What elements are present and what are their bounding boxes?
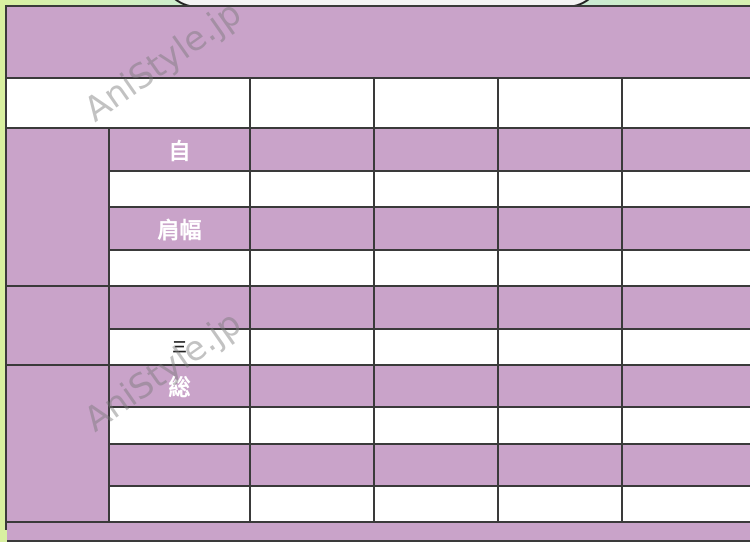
table-cell (375, 172, 499, 208)
table-cell (375, 129, 499, 172)
table-cell (623, 366, 750, 408)
corner-cell (7, 79, 251, 129)
table-cell (375, 366, 499, 408)
table-cell (499, 366, 623, 408)
table-cell (623, 487, 750, 523)
table-cell (375, 487, 499, 523)
table-cell (251, 129, 375, 172)
table-cell (251, 251, 375, 287)
group-cell (7, 366, 110, 523)
table-cell (251, 208, 375, 251)
column-header-cell (251, 79, 375, 129)
table-footer (7, 523, 750, 542)
row-label-cell (110, 487, 251, 523)
table-cell (251, 487, 375, 523)
column-header-cell (623, 79, 750, 129)
row-label-cell (110, 287, 251, 330)
table-cell (251, 366, 375, 408)
table-cell (623, 251, 750, 287)
table-cell (375, 445, 499, 487)
row-label-cell (110, 445, 251, 487)
row-label-cell (110, 251, 251, 287)
table-cell (623, 287, 750, 330)
group-cell (7, 287, 110, 366)
row-label-cell (110, 408, 251, 445)
table-cell (499, 445, 623, 487)
group-cell (7, 129, 110, 287)
row-label-cell: 総 (110, 366, 251, 408)
table-cell (251, 408, 375, 445)
table-cell (499, 487, 623, 523)
table-cell (623, 445, 750, 487)
column-header-cell (375, 79, 499, 129)
table-cell (623, 129, 750, 172)
size-chart-table: 自肩幅三総 (5, 5, 750, 542)
table-cell (375, 287, 499, 330)
table-cell (499, 251, 623, 287)
table-cell (499, 172, 623, 208)
table-cell (375, 208, 499, 251)
table-cell (375, 330, 499, 366)
table-cell (375, 408, 499, 445)
table-cell (251, 445, 375, 487)
table-cell (251, 172, 375, 208)
table-cell (499, 208, 623, 251)
table-cell (623, 408, 750, 445)
table-header (7, 7, 750, 79)
table-cell (623, 172, 750, 208)
row-label-cell (110, 172, 251, 208)
table-cell (251, 287, 375, 330)
row-label-cell: 自 (110, 129, 251, 172)
table-cell (499, 330, 623, 366)
table-cell (623, 330, 750, 366)
table-cell (623, 208, 750, 251)
table-cell (375, 251, 499, 287)
table-cell (251, 330, 375, 366)
table-cell (499, 129, 623, 172)
table-cell (499, 287, 623, 330)
row-label-cell: 肩幅 (110, 208, 251, 251)
row-label-cell: 三 (110, 330, 251, 366)
column-header-cell (499, 79, 623, 129)
table-cell (499, 408, 623, 445)
